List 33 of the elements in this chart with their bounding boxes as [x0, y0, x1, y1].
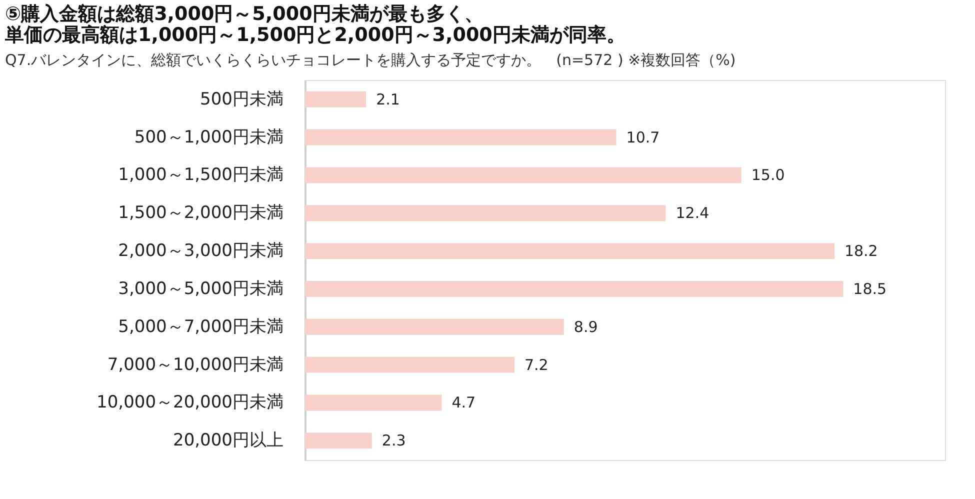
bar — [305, 394, 442, 411]
bar — [305, 243, 834, 259]
data-label: 2.3 — [382, 432, 406, 450]
bar — [305, 356, 514, 373]
y-tick-label: 1,000～1,500円未満 — [118, 165, 284, 186]
data-label: 15.0 — [751, 166, 785, 184]
y-tick-label: 1,500～2,000円未満 — [118, 203, 284, 224]
data-label: 7.2 — [524, 356, 548, 374]
y-tick-label: 3,000～5,000円未満 — [118, 278, 284, 299]
bar — [305, 167, 742, 184]
text: ⑤購入金額は総額3,000円～5,000円未満が最も多く、 — [5, 3, 484, 25]
data-label: 4.7 — [452, 394, 476, 412]
y-tick-label: 10,000～20,000円未満 — [96, 392, 284, 413]
y-tick-label: 7,000～10,000円未満 — [107, 354, 284, 375]
y-tick-label: 500円未満 — [200, 89, 284, 110]
y-tick-label: 5,000～7,000円未満 — [118, 316, 284, 337]
bar — [305, 318, 564, 335]
y-tick-label: 20,000円以上 — [173, 430, 284, 451]
bar — [305, 205, 666, 222]
chart-subtitle: Q7.バレンタインに、総額でいくらくらいチョコレートを購入する予定ですか。 (n=572 ) ※複数回答（%) — [5, 51, 736, 69]
text: 単価の最高額は1,000円～1,500円と2,000円～3,000円未満が同率。 — [5, 24, 626, 46]
data-label: 18.2 — [844, 242, 878, 260]
y-tick-label: 2,000～3,000円未満 — [118, 241, 284, 262]
y-tick-label: 500～1,000円未満 — [134, 127, 284, 148]
bar — [305, 432, 372, 449]
bar — [305, 281, 844, 297]
data-label: 10.7 — [626, 128, 660, 146]
data-label: 8.9 — [574, 318, 598, 336]
data-label: 18.5 — [853, 280, 887, 298]
bar — [305, 129, 616, 146]
data-label: 12.4 — [676, 204, 710, 222]
bar — [305, 91, 366, 108]
data-label: 2.1 — [376, 90, 400, 108]
